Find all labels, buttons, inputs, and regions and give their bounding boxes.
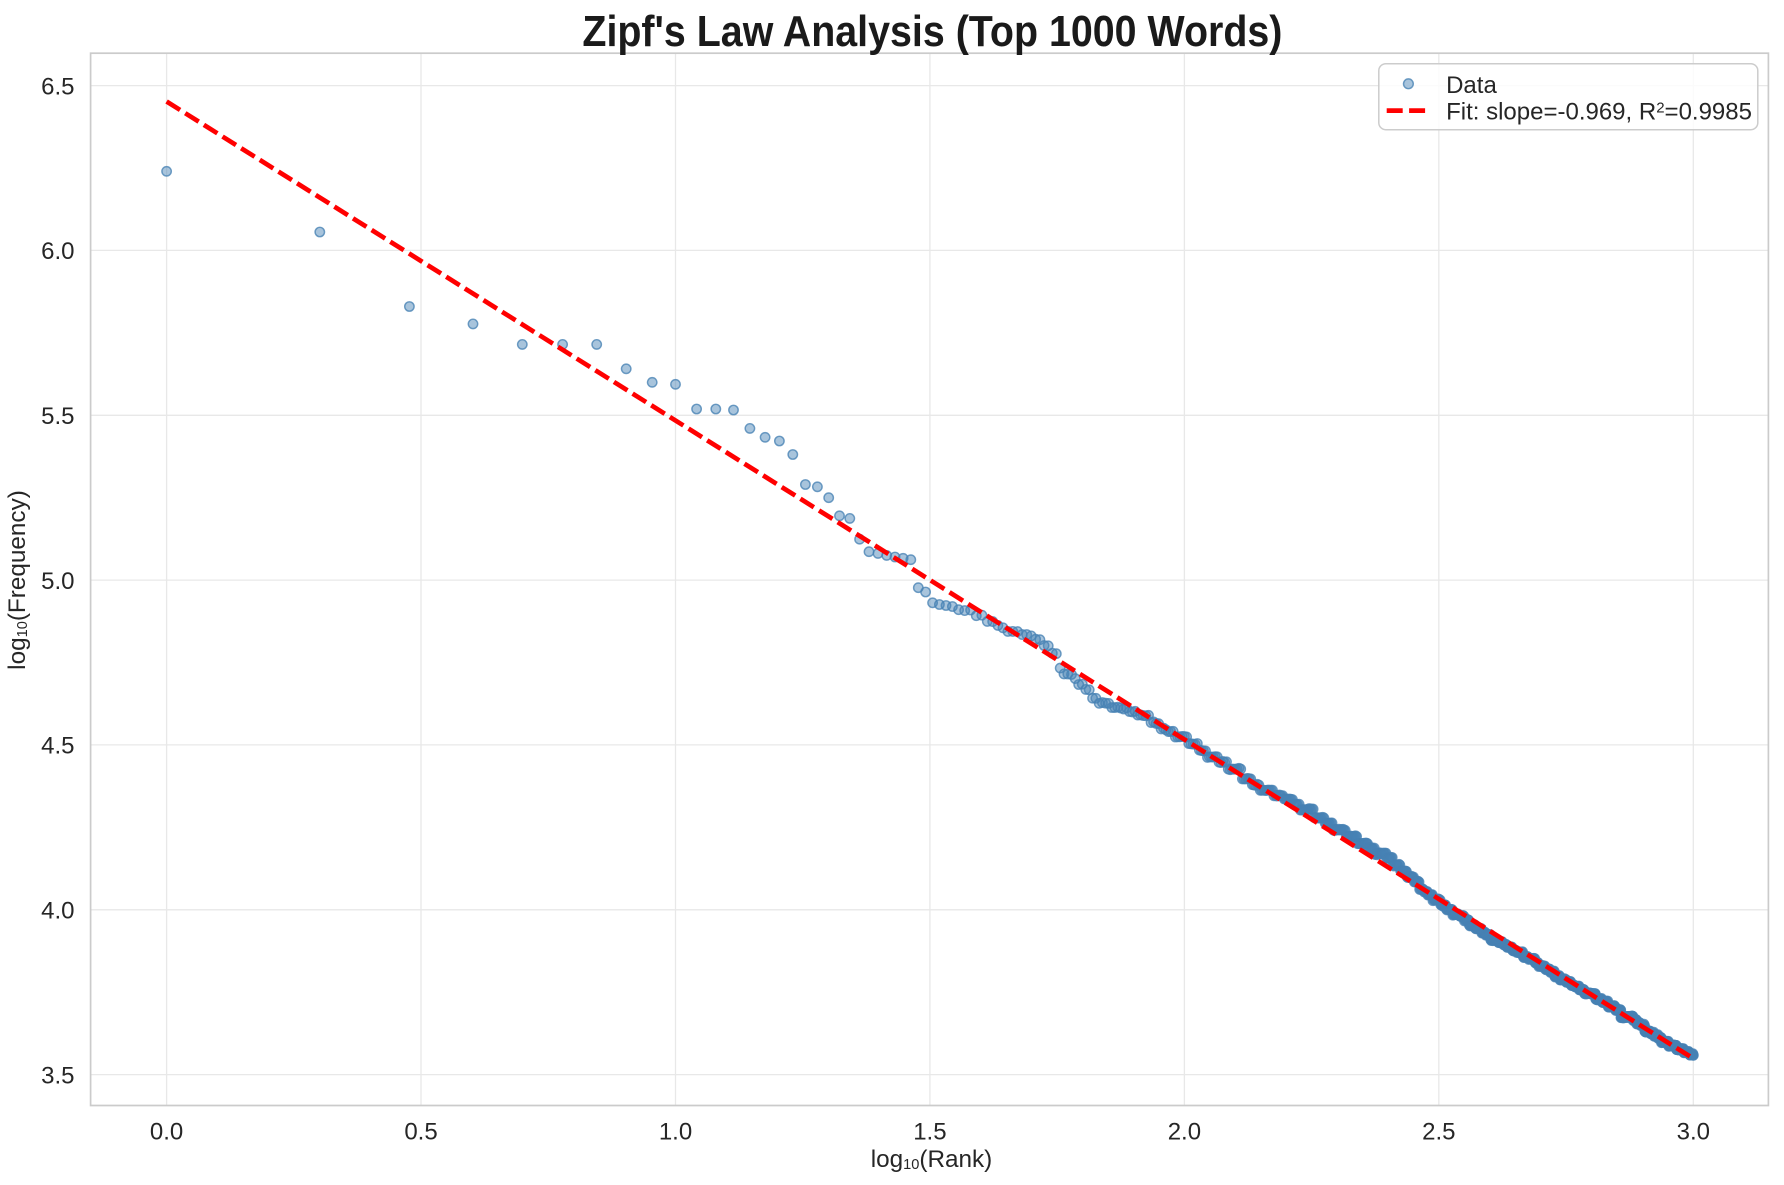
- svg-text:Data: Data: [1446, 72, 1497, 99]
- svg-text:1.0: 1.0: [659, 1119, 692, 1146]
- svg-text:log10(Frequency): log10(Frequency): [4, 490, 31, 670]
- svg-text:Fit: slope=-0.969, R2=0.9985: Fit: slope=-0.969, R2=0.9985: [1446, 99, 1752, 126]
- svg-text:3.0: 3.0: [1677, 1119, 1710, 1146]
- svg-text:6.0: 6.0: [41, 238, 74, 265]
- svg-text:0.0: 0.0: [150, 1119, 183, 1146]
- svg-text:1.5: 1.5: [913, 1119, 946, 1146]
- svg-text:log10(Rank): log10(Rank): [871, 1146, 993, 1173]
- svg-text:Zipf's Law Analysis (Top 1000: Zipf's Law Analysis (Top 1000 Words): [582, 8, 1282, 56]
- svg-text:2.0: 2.0: [1168, 1119, 1201, 1146]
- svg-text:5.0: 5.0: [41, 568, 74, 595]
- svg-text:2.5: 2.5: [1422, 1119, 1455, 1146]
- svg-text:3.5: 3.5: [41, 1062, 74, 1089]
- svg-text:6.5: 6.5: [41, 73, 74, 100]
- svg-text:5.5: 5.5: [41, 403, 74, 430]
- svg-text:4.5: 4.5: [41, 733, 74, 760]
- svg-text:4.0: 4.0: [41, 898, 74, 925]
- svg-text:0.5: 0.5: [404, 1119, 437, 1146]
